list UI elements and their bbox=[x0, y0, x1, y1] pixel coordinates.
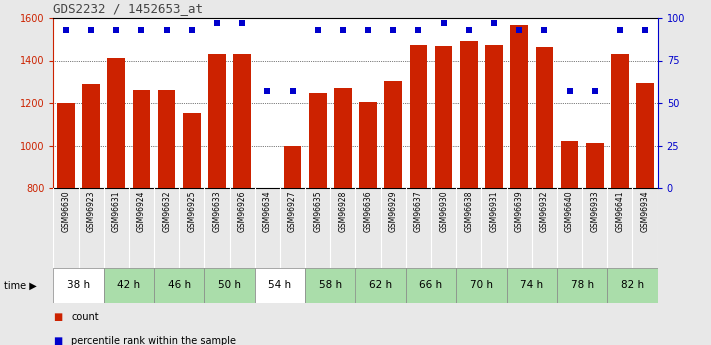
Text: GSM96925: GSM96925 bbox=[187, 190, 196, 232]
Text: ■: ■ bbox=[53, 336, 63, 345]
Bar bbox=[205, 268, 255, 303]
Bar bbox=[356, 268, 406, 303]
Bar bbox=[406, 268, 456, 303]
Text: GDS2232 / 1452653_at: GDS2232 / 1452653_at bbox=[53, 2, 203, 16]
Text: 70 h: 70 h bbox=[470, 280, 493, 290]
Bar bbox=[107, 58, 125, 188]
Bar bbox=[410, 45, 427, 188]
Text: 38 h: 38 h bbox=[67, 280, 90, 290]
Text: GSM96924: GSM96924 bbox=[137, 190, 146, 232]
Text: GSM96923: GSM96923 bbox=[87, 190, 95, 232]
Text: 46 h: 46 h bbox=[168, 280, 191, 290]
Bar bbox=[506, 268, 557, 303]
Text: GSM96927: GSM96927 bbox=[288, 190, 297, 232]
Bar bbox=[557, 268, 607, 303]
Text: count: count bbox=[71, 312, 99, 322]
Bar bbox=[586, 144, 604, 188]
Bar bbox=[133, 90, 150, 188]
Text: 78 h: 78 h bbox=[570, 280, 594, 290]
Bar bbox=[485, 45, 503, 188]
Bar bbox=[255, 268, 305, 303]
Text: GSM96636: GSM96636 bbox=[363, 190, 373, 232]
Bar bbox=[385, 81, 402, 188]
Text: GSM96637: GSM96637 bbox=[414, 190, 423, 232]
Bar bbox=[104, 268, 154, 303]
Text: GSM96933: GSM96933 bbox=[590, 190, 599, 232]
Text: GSM96634: GSM96634 bbox=[263, 190, 272, 232]
Bar bbox=[158, 90, 176, 188]
Text: 66 h: 66 h bbox=[419, 280, 443, 290]
Bar bbox=[53, 268, 104, 303]
Text: GSM96630: GSM96630 bbox=[61, 190, 70, 232]
Text: GSM96639: GSM96639 bbox=[515, 190, 524, 232]
Bar bbox=[510, 26, 528, 188]
Text: GSM96640: GSM96640 bbox=[565, 190, 574, 232]
Bar bbox=[183, 112, 201, 188]
Text: ■: ■ bbox=[53, 312, 63, 322]
Text: 50 h: 50 h bbox=[218, 280, 241, 290]
Text: 58 h: 58 h bbox=[319, 280, 342, 290]
Text: time ▶: time ▶ bbox=[4, 280, 36, 290]
Bar bbox=[607, 268, 658, 303]
Bar bbox=[334, 88, 352, 188]
Bar bbox=[611, 54, 629, 188]
Text: 42 h: 42 h bbox=[117, 280, 141, 290]
Text: GSM96928: GSM96928 bbox=[338, 190, 348, 232]
Bar bbox=[57, 103, 75, 188]
Text: GSM96633: GSM96633 bbox=[213, 190, 222, 232]
Bar bbox=[154, 268, 205, 303]
Text: 54 h: 54 h bbox=[268, 280, 292, 290]
Bar bbox=[233, 54, 251, 188]
Text: GSM96635: GSM96635 bbox=[314, 190, 322, 232]
Bar bbox=[460, 41, 478, 188]
Bar bbox=[208, 54, 226, 188]
Text: percentile rank within the sample: percentile rank within the sample bbox=[71, 336, 236, 345]
Text: GSM96931: GSM96931 bbox=[489, 190, 498, 232]
Bar bbox=[305, 268, 356, 303]
Text: GSM96638: GSM96638 bbox=[464, 190, 474, 232]
Bar bbox=[284, 146, 301, 188]
Bar bbox=[82, 84, 100, 188]
Bar bbox=[309, 93, 326, 188]
Text: GSM96641: GSM96641 bbox=[616, 190, 624, 232]
Text: 74 h: 74 h bbox=[520, 280, 543, 290]
Text: GSM96929: GSM96929 bbox=[389, 190, 397, 232]
Text: GSM96934: GSM96934 bbox=[641, 190, 650, 232]
Text: GSM96632: GSM96632 bbox=[162, 190, 171, 232]
Text: GSM96631: GSM96631 bbox=[112, 190, 121, 232]
Text: 82 h: 82 h bbox=[621, 280, 644, 290]
Bar bbox=[535, 47, 553, 188]
Bar bbox=[636, 83, 654, 188]
Bar bbox=[561, 141, 578, 188]
Text: GSM96926: GSM96926 bbox=[237, 190, 247, 232]
Bar bbox=[359, 102, 377, 188]
Text: GSM96930: GSM96930 bbox=[439, 190, 448, 232]
Text: GSM96932: GSM96932 bbox=[540, 190, 549, 232]
Bar bbox=[435, 46, 452, 188]
Bar bbox=[456, 268, 506, 303]
Text: 62 h: 62 h bbox=[369, 280, 392, 290]
